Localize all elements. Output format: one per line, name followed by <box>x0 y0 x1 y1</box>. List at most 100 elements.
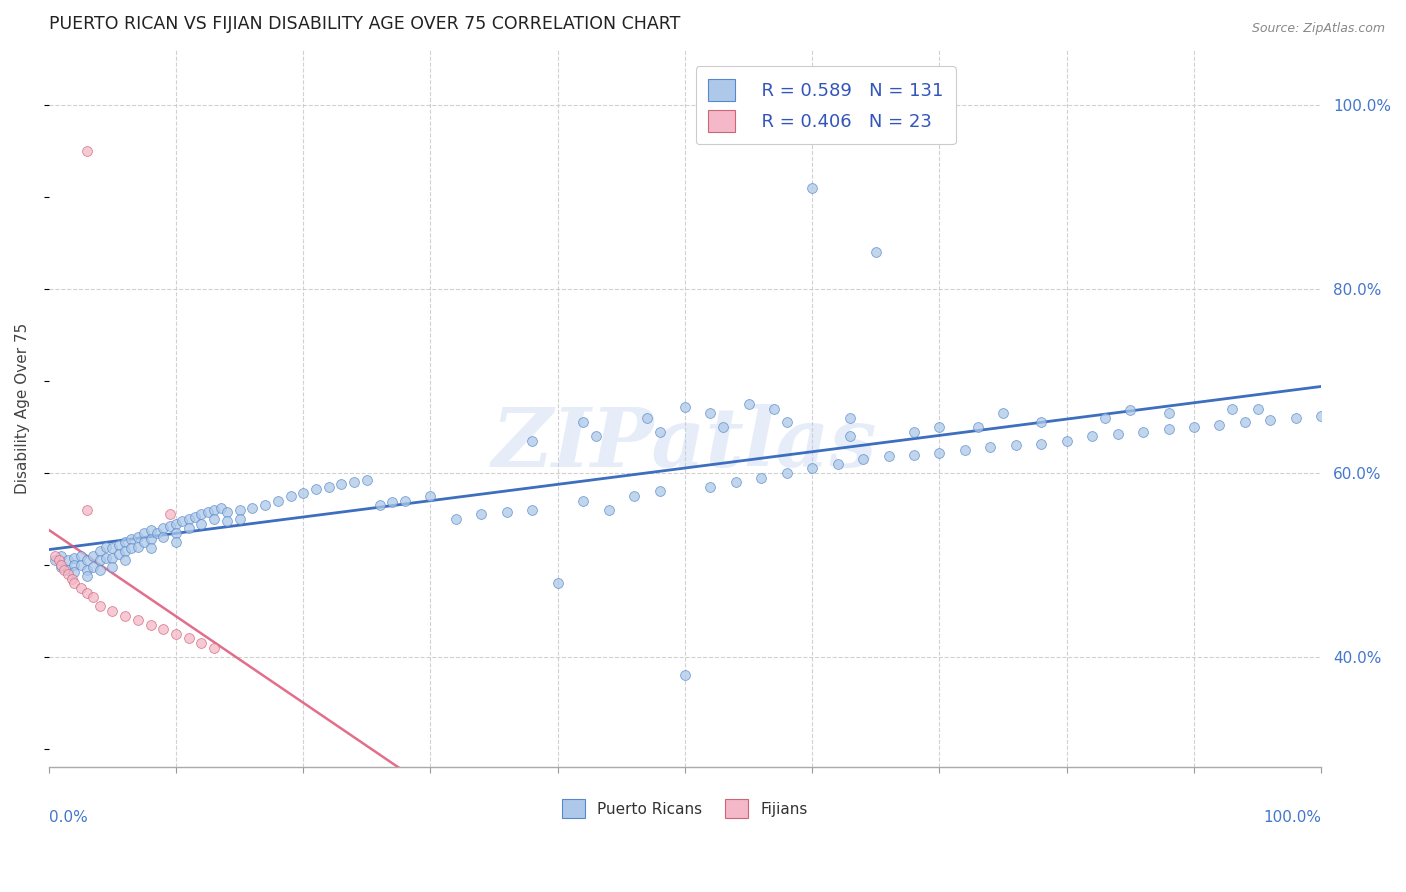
Point <box>146 525 169 540</box>
Text: PUERTO RICAN VS FIJIAN DISABILITY AGE OVER 75 CORRELATION CHART: PUERTO RICAN VS FIJIAN DISABILITY AGE OV… <box>49 15 681 33</box>
Point <box>114 553 136 567</box>
Point <box>51 559 73 574</box>
Point <box>928 446 950 460</box>
Point <box>724 475 747 490</box>
Point <box>152 530 174 544</box>
Point <box>763 401 786 416</box>
Point <box>114 535 136 549</box>
Point <box>89 544 111 558</box>
Point <box>127 530 149 544</box>
Point <box>623 489 645 503</box>
Point <box>76 553 98 567</box>
Point <box>165 516 187 531</box>
Text: Source: ZipAtlas.com: Source: ZipAtlas.com <box>1251 22 1385 36</box>
Point <box>711 420 734 434</box>
Point <box>877 450 900 464</box>
Point <box>852 452 875 467</box>
Point <box>228 512 250 526</box>
Point <box>101 541 124 556</box>
Point <box>139 532 162 546</box>
Point <box>1285 410 1308 425</box>
Point <box>292 486 315 500</box>
Point <box>184 510 207 524</box>
Point <box>1157 422 1180 436</box>
Point <box>56 553 79 567</box>
Point <box>215 514 238 528</box>
Point <box>202 502 225 516</box>
Point <box>572 493 595 508</box>
Point <box>343 475 366 490</box>
Point <box>648 425 671 439</box>
Point <box>177 512 200 526</box>
Point <box>63 550 86 565</box>
Point <box>1258 412 1281 426</box>
Point <box>120 532 142 546</box>
Point <box>1132 425 1154 439</box>
Point <box>648 484 671 499</box>
Point <box>89 562 111 576</box>
Point <box>51 558 73 572</box>
Point <box>44 549 66 563</box>
Point <box>114 608 136 623</box>
Point <box>1107 427 1129 442</box>
Point <box>1310 409 1333 423</box>
Point <box>267 493 290 508</box>
Point <box>76 562 98 576</box>
Point <box>254 498 277 512</box>
Point <box>636 410 658 425</box>
Point <box>120 541 142 556</box>
Point <box>356 473 378 487</box>
Point <box>159 519 181 533</box>
Point <box>190 636 212 650</box>
Point <box>865 245 887 260</box>
Point <box>76 144 98 158</box>
Point <box>903 448 925 462</box>
Point <box>127 613 149 627</box>
Point <box>966 420 988 434</box>
Point <box>827 457 849 471</box>
Point <box>953 442 976 457</box>
Point <box>1220 401 1243 416</box>
Point <box>572 415 595 429</box>
Point <box>69 549 91 563</box>
Point <box>76 502 98 516</box>
Point <box>190 508 212 522</box>
Point <box>56 567 79 582</box>
Point <box>165 525 187 540</box>
Point <box>318 480 340 494</box>
Point <box>495 505 517 519</box>
Point <box>368 498 391 512</box>
Point <box>197 505 219 519</box>
Text: 100.0%: 100.0% <box>1263 810 1322 825</box>
Point <box>1004 438 1026 452</box>
Point <box>139 617 162 632</box>
Point <box>127 540 149 554</box>
Point <box>89 599 111 614</box>
Point <box>69 558 91 572</box>
Point <box>209 500 232 515</box>
Point <box>101 550 124 565</box>
Point <box>202 512 225 526</box>
Point <box>63 558 86 572</box>
Point <box>776 415 799 429</box>
Point <box>444 512 467 526</box>
Point <box>82 590 104 604</box>
Point <box>776 466 799 480</box>
Point <box>979 440 1001 454</box>
Point <box>801 181 824 195</box>
Point <box>44 553 66 567</box>
Point <box>991 406 1014 420</box>
Legend: Puerto Ricans, Fijians: Puerto Ricans, Fijians <box>555 793 814 824</box>
Point <box>165 535 187 549</box>
Point <box>139 541 162 556</box>
Point <box>1119 403 1142 417</box>
Point <box>280 489 302 503</box>
Point <box>152 521 174 535</box>
Point <box>801 461 824 475</box>
Point <box>522 502 544 516</box>
Point <box>585 429 607 443</box>
Y-axis label: Disability Age Over 75: Disability Age Over 75 <box>15 323 30 494</box>
Point <box>839 410 862 425</box>
Point <box>1246 401 1268 416</box>
Point <box>190 516 212 531</box>
